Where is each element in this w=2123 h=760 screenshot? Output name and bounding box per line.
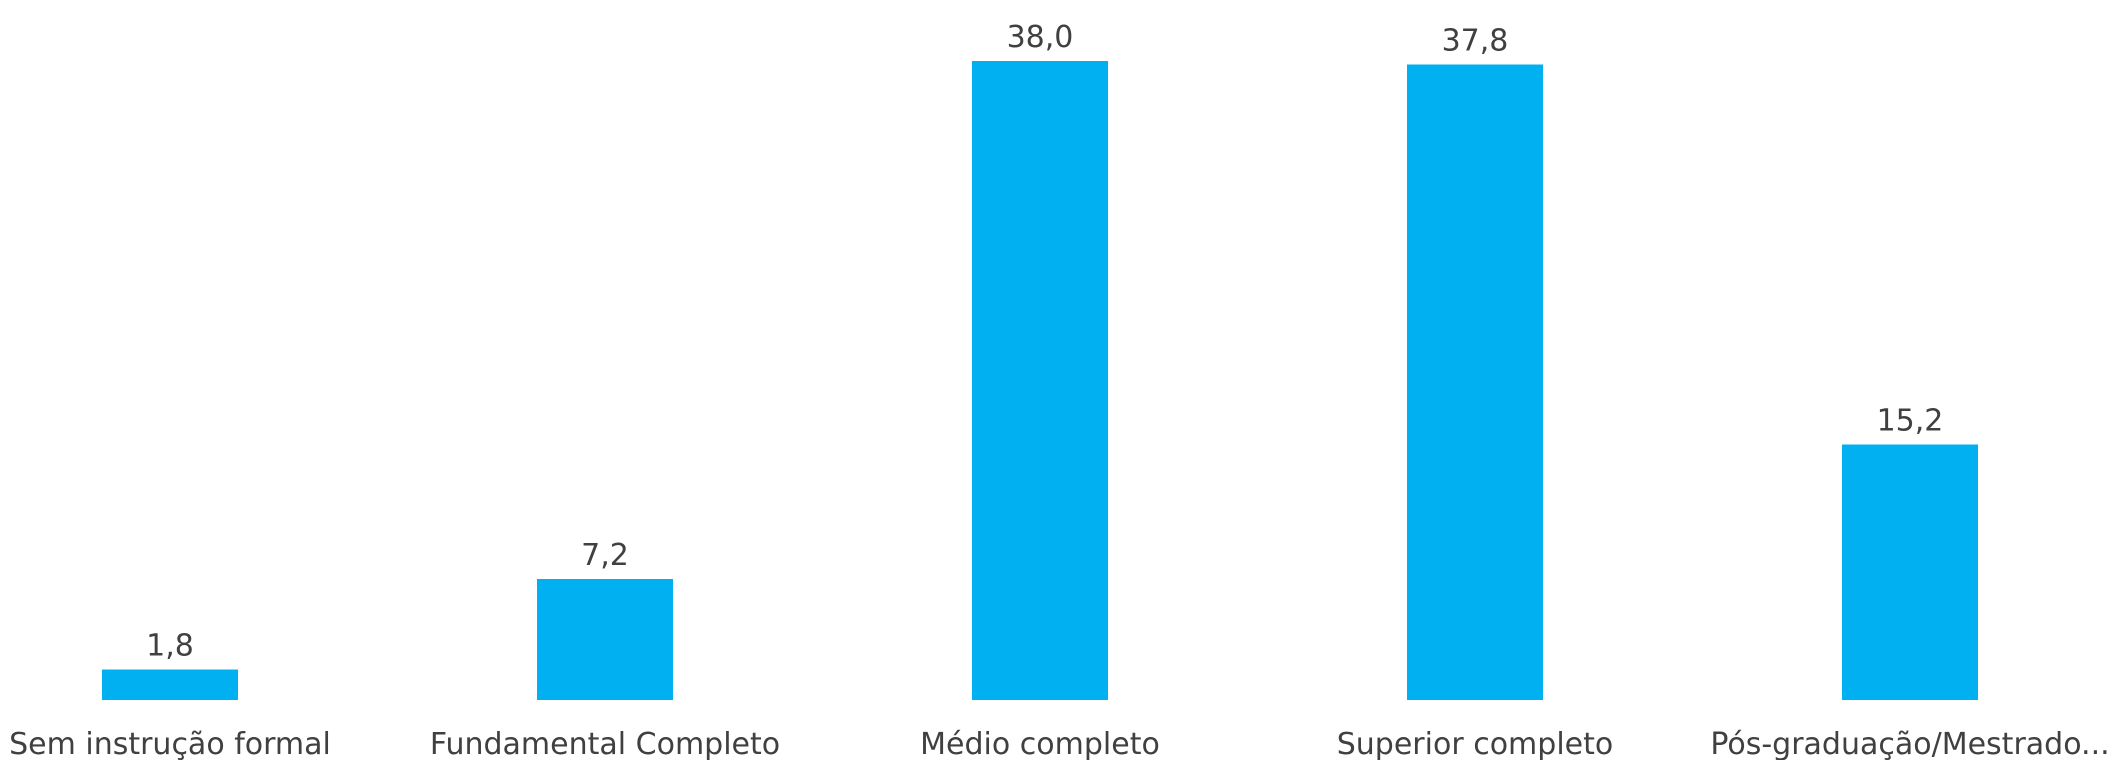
bars-layer	[102, 61, 1978, 700]
value-label-3: 38,0	[1007, 20, 1074, 55]
bar-2	[537, 578, 673, 700]
value-label-2: 7,2	[581, 538, 629, 573]
category-label-2: Fundamental Completo	[430, 727, 780, 760]
bar-3	[972, 61, 1108, 700]
category-label-5: Pós-graduação/Mestrado...	[1710, 727, 2109, 760]
category-label-3: Médio completo	[920, 727, 1160, 760]
bar-5	[1842, 444, 1978, 700]
bar-4	[1407, 64, 1543, 700]
category-label-1: Sem instrução formal	[9, 727, 331, 760]
value-labels-layer: 1,8 7,2 38,0 37,8 15,2	[146, 20, 1943, 664]
category-label-4: Superior completo	[1337, 727, 1613, 760]
value-label-5: 15,2	[1877, 403, 1944, 438]
value-label-1: 1,8	[146, 629, 194, 664]
value-label-4: 37,8	[1442, 23, 1509, 58]
category-labels-layer: Sem instrução formal Fundamental Completo…	[9, 727, 2110, 760]
bar-1	[102, 669, 238, 700]
